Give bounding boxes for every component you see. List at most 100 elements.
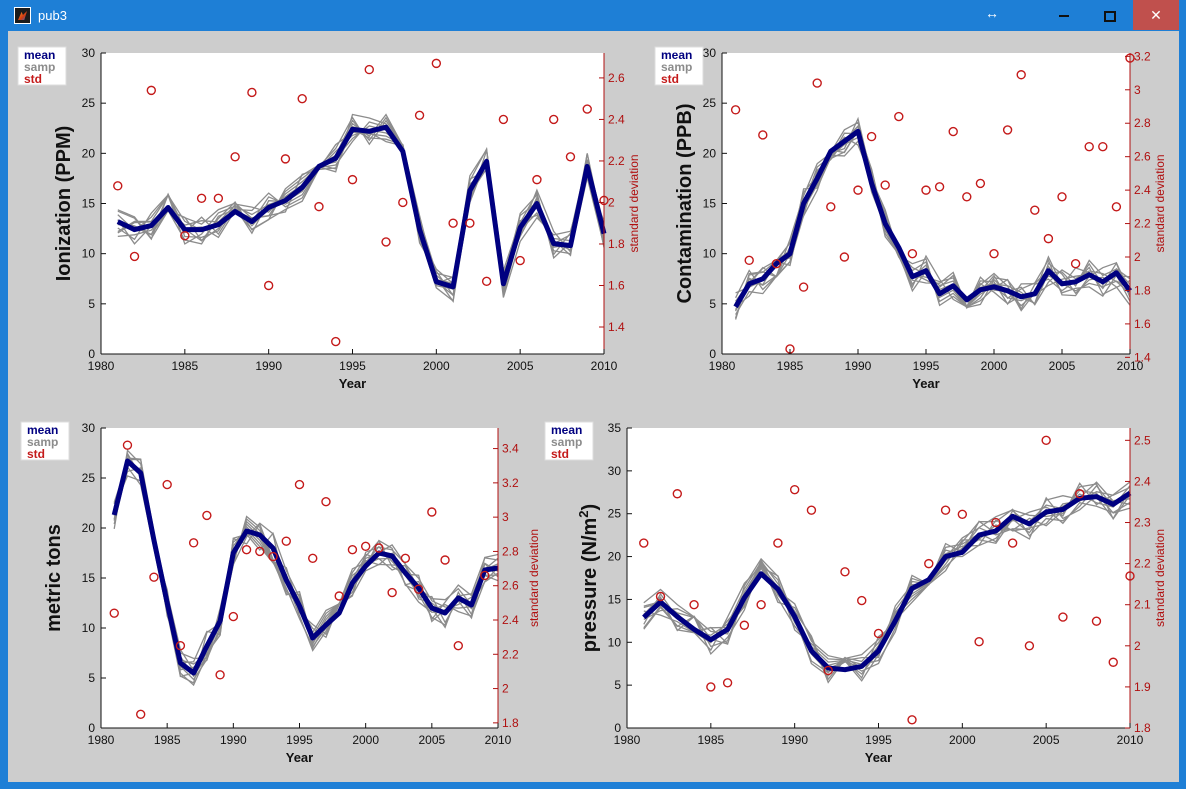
y2-axis-label: standard deviation <box>527 529 541 627</box>
std-marker <box>857 595 867 606</box>
std-marker <box>146 85 157 96</box>
x-tick-label: 2010 <box>1117 359 1144 373</box>
std-marker <box>730 105 741 115</box>
x-tick-label: 1990 <box>845 359 872 373</box>
y2-tick-label: 2.2 <box>608 154 625 168</box>
x-tick-label: 1980 <box>709 359 736 373</box>
std-marker <box>921 185 931 195</box>
std-marker <box>1002 125 1013 135</box>
minimize-button[interactable] <box>1041 0 1087 30</box>
std-marker <box>948 126 958 137</box>
x-tick-label: 1985 <box>171 359 198 373</box>
y2-tick-label: 2.4 <box>608 112 625 126</box>
legend-entry-mean: mean <box>661 48 692 62</box>
std-marker <box>1098 141 1108 152</box>
x-axis-label: Year <box>912 376 939 391</box>
std-marker <box>308 553 318 563</box>
std-marker <box>280 154 291 164</box>
std-marker <box>196 193 207 204</box>
x-tick-label: 2000 <box>981 359 1008 373</box>
std-marker <box>672 489 682 499</box>
std-marker <box>202 510 212 521</box>
samp-line <box>643 489 1131 674</box>
y2-tick-label: 2 <box>608 195 615 209</box>
x-tick-label: 1980 <box>88 733 115 747</box>
mean-line <box>733 128 1132 309</box>
x-tick-label: 1985 <box>154 733 181 747</box>
title-bar[interactable]: pub3 ↔ ✕ <box>0 0 1186 31</box>
std-marker <box>135 709 146 719</box>
std-marker <box>113 181 123 191</box>
y-tick-label: 5 <box>88 671 95 685</box>
y-tick-label: 10 <box>703 247 717 261</box>
std-marker <box>448 218 458 228</box>
x-tick-label: 1990 <box>220 733 247 747</box>
std-marker <box>773 538 783 548</box>
y2-tick-label: 2 <box>502 682 509 696</box>
y-tick-label: 20 <box>703 146 717 160</box>
y-tick-label: 25 <box>608 507 622 521</box>
y2-tick-label: 3.4 <box>502 442 519 456</box>
plot-area <box>627 428 1130 728</box>
y-tick-label: 30 <box>703 46 717 60</box>
std-marker <box>894 111 904 122</box>
axes-1: 1980 1985 1990 1995 2000 2005 2010 0 5 10 15 20 25 30… <box>17 46 641 391</box>
y2-tick-label: 1.8 <box>1134 283 1151 297</box>
std-markers <box>730 53 1135 354</box>
std-marker <box>400 553 411 563</box>
std-marker <box>1007 538 1018 548</box>
x-tick-label: 1980 <box>88 359 115 373</box>
legend-entry-std: std <box>24 72 42 86</box>
figure-canvas: 1980 1985 1990 1995 2000 2005 2010 0 5 10 15 20 25 30… <box>8 31 1179 782</box>
maximize-button[interactable] <box>1087 0 1133 30</box>
std-marker <box>387 587 397 598</box>
std-marker <box>991 517 1001 528</box>
legend-entry-samp: samp <box>551 435 582 449</box>
std-marker <box>639 538 649 548</box>
std-marker <box>771 258 782 269</box>
std-marker <box>1030 205 1040 215</box>
y-tick-label: 10 <box>82 621 96 635</box>
std-markers <box>113 58 609 347</box>
std-marker <box>364 64 374 75</box>
x-tick-label: 1985 <box>777 359 804 373</box>
window-title: pub3 <box>38 8 67 23</box>
std-marker <box>334 591 344 601</box>
y-tick-label: 25 <box>703 96 717 110</box>
y2-tick-label: 1.8 <box>608 237 625 251</box>
legend-entry-mean: mean <box>27 423 58 437</box>
std-marker <box>907 715 917 725</box>
legend-entry-samp: samp <box>661 60 692 74</box>
x-tick-label: 2005 <box>507 359 534 373</box>
std-marker <box>826 202 836 212</box>
std-marker <box>281 536 291 546</box>
y2-tick-label: 1.6 <box>608 278 625 292</box>
std-marker <box>268 551 278 562</box>
x-tick-label: 1995 <box>339 359 366 373</box>
std-marker <box>989 248 999 259</box>
y-tick-label: 20 <box>608 550 622 564</box>
resize-icon: ↔ <box>985 5 999 21</box>
std-marker <box>360 541 371 551</box>
std-marker <box>756 600 766 610</box>
std-marker <box>866 131 877 142</box>
std-marker <box>1043 233 1054 244</box>
y2-tick-label: 2.6 <box>1134 150 1151 164</box>
y2-axis-label: standard deviation <box>1153 154 1167 252</box>
y-tick-label: 10 <box>82 247 96 261</box>
std-marker <box>706 682 716 692</box>
std-marker <box>331 336 341 347</box>
std-marker <box>122 440 133 450</box>
close-button[interactable]: ✕ <box>1133 0 1179 30</box>
std-marker <box>839 252 850 262</box>
x-axis-label: Year <box>865 750 892 765</box>
y-tick-label: 15 <box>608 592 622 606</box>
y2-tick-label: 3 <box>502 510 509 524</box>
std-marker <box>1074 489 1085 499</box>
y-axis-label: Ionization (PPM) <box>53 126 75 282</box>
std-marker <box>413 584 424 594</box>
std-marker <box>806 505 817 515</box>
legend-entry-mean: mean <box>24 48 55 62</box>
